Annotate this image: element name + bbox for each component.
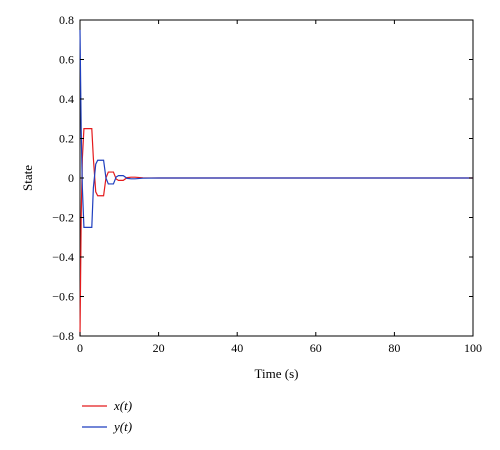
series-line-y: [79, 29, 473, 228]
series-layer: [79, 29, 473, 337]
series-line-x: [79, 128, 473, 337]
x-tick-label: 20: [153, 341, 165, 355]
x-tick-label: 60: [310, 341, 322, 355]
x-axis-title: Time (s): [255, 366, 299, 381]
y-tick-label: −0.2: [52, 211, 74, 225]
x-tick-label: 80: [388, 341, 400, 355]
y-tick-label: 0.6: [59, 53, 74, 67]
y-tick-label: −0.4: [52, 250, 74, 264]
y-tick-label: −0.8: [52, 329, 74, 343]
y-tick-label: −0.6: [52, 290, 74, 304]
y-tick-label: 0.2: [59, 132, 74, 146]
y-tick-label: 0.4: [59, 92, 74, 106]
y-tick-label: 0: [68, 171, 74, 185]
x-tick-label: 40: [231, 341, 243, 355]
tick-layer: 0 20 40 60 80 100 0.8 0.6 0.4 0.2 0 −0.2 −0.4 −0.6 −0.…: [52, 13, 482, 355]
legend-label-y: y(t): [112, 419, 132, 434]
legend: x(t) y(t): [82, 398, 132, 434]
y-tick-label: 0.8: [59, 13, 74, 27]
y-axis-title: State: [20, 165, 35, 191]
x-tick-label: 0: [77, 341, 83, 355]
legend-label-x: x(t): [113, 398, 132, 413]
x-tick-label: 100: [464, 341, 482, 355]
